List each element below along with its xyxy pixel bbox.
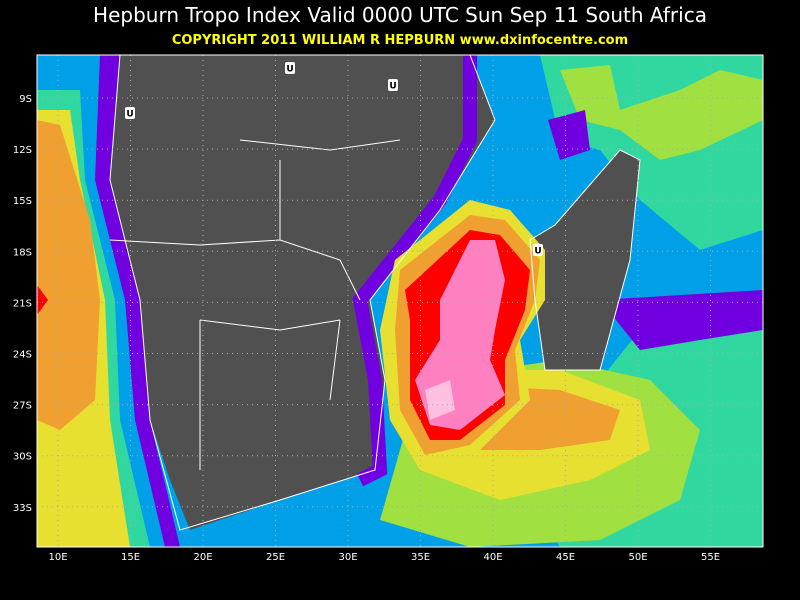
lat-label: 21S xyxy=(13,298,32,309)
field xyxy=(548,110,590,160)
lon-label: 50E xyxy=(628,552,647,563)
marker-box xyxy=(285,62,295,74)
map xyxy=(36,54,764,548)
field xyxy=(415,240,505,430)
marker: U xyxy=(534,247,541,257)
marker-box xyxy=(388,79,398,91)
field xyxy=(425,380,455,420)
lon-label: 55E xyxy=(701,552,720,563)
field xyxy=(560,65,763,160)
lat-label: 9S xyxy=(19,94,32,105)
lon-label: 45E xyxy=(556,552,575,563)
lat-label: 33S xyxy=(13,503,32,514)
lon-label: 35E xyxy=(411,552,430,563)
lon-label: 15E xyxy=(121,552,140,563)
field xyxy=(37,285,48,315)
field xyxy=(37,120,100,430)
lon-label: 10E xyxy=(48,552,67,563)
coastline xyxy=(109,55,641,531)
marker: U xyxy=(286,65,293,75)
field xyxy=(352,55,477,487)
marker-box xyxy=(125,107,135,119)
lat-label: 27S xyxy=(13,401,32,412)
madagascar xyxy=(530,150,640,370)
lat-label: 15S xyxy=(13,196,32,207)
lon-label: 30E xyxy=(338,552,357,563)
lon-label: 40E xyxy=(483,552,502,563)
lat-label: 30S xyxy=(13,452,32,463)
lat-label: 18S xyxy=(13,247,32,258)
borders xyxy=(109,139,401,470)
copyright: COPYRIGHT 2011 WILLIAM R HEPBURN www.dxi… xyxy=(172,33,628,48)
field xyxy=(600,290,763,350)
lat-label: 12S xyxy=(13,145,32,156)
frame xyxy=(36,54,764,548)
lat-label: 24S xyxy=(13,350,32,361)
marker: U xyxy=(389,82,396,92)
marker-box xyxy=(533,244,543,256)
lon-label: 25E xyxy=(266,552,285,563)
marker: U xyxy=(126,110,133,120)
land xyxy=(110,55,495,530)
lon-label: 20E xyxy=(193,552,212,563)
title: Hepburn Tropo Index Valid 0000 UTC Sun S… xyxy=(93,3,707,27)
